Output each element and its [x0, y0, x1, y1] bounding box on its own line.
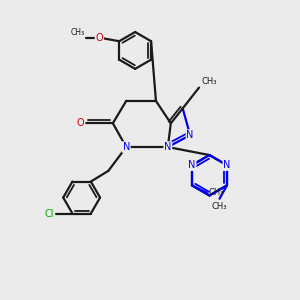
Text: Cl: Cl	[45, 208, 54, 218]
Text: CH₃: CH₃	[208, 188, 224, 197]
Text: N: N	[223, 160, 231, 170]
Text: N: N	[122, 142, 130, 152]
Text: N: N	[188, 160, 196, 170]
Text: CH₃: CH₃	[201, 77, 217, 86]
Text: N: N	[186, 130, 194, 140]
Text: CH₃: CH₃	[71, 28, 85, 37]
Text: O: O	[77, 118, 85, 128]
Text: N: N	[164, 142, 172, 152]
Text: CH₃: CH₃	[212, 202, 227, 211]
Text: O: O	[95, 33, 103, 43]
